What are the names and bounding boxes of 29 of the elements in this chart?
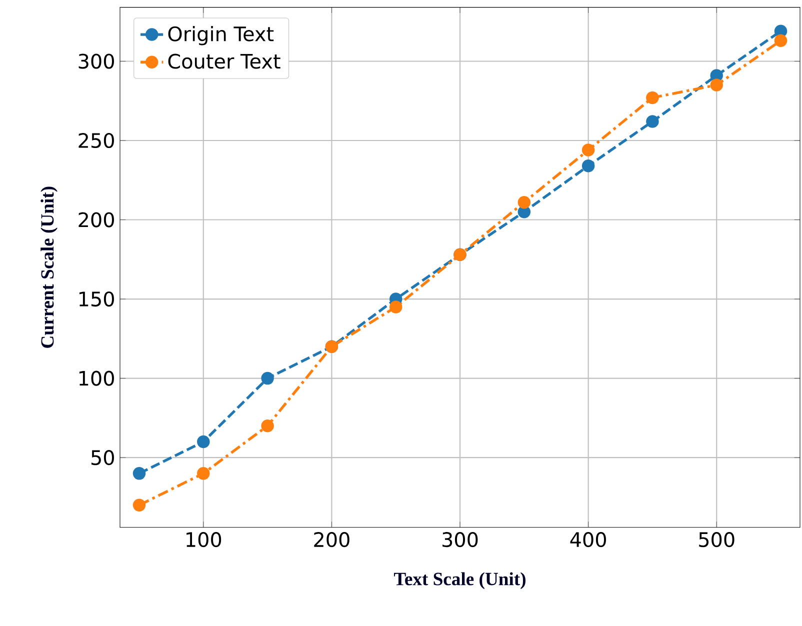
legend-label: Couter Text xyxy=(168,54,280,69)
x-tick-label: 500 xyxy=(699,532,734,548)
x-tick-label: 200 xyxy=(314,532,350,548)
y-tick-label: 200 xyxy=(78,212,114,228)
legend-label: Origin Text xyxy=(168,26,274,46)
x-tick-label: 400 xyxy=(570,532,606,548)
y-axis-title: Current Scale (Unit) xyxy=(40,186,58,348)
point xyxy=(646,91,659,104)
x-axis-title: Text Scale (Unit) xyxy=(394,572,526,590)
point xyxy=(197,435,210,448)
point xyxy=(774,34,788,47)
point xyxy=(132,498,146,512)
point xyxy=(518,196,531,209)
y-tick-label: 250 xyxy=(78,132,114,148)
y-tick-label: 100 xyxy=(79,370,114,386)
point xyxy=(132,467,146,480)
point xyxy=(710,78,723,92)
point xyxy=(389,300,402,314)
y-tick-label: 50 xyxy=(91,450,114,466)
point xyxy=(582,159,595,172)
point xyxy=(261,419,274,432)
y-tick-label: 300 xyxy=(78,54,114,69)
point xyxy=(197,467,210,480)
point xyxy=(646,115,659,128)
y-tick-label: 150 xyxy=(79,292,114,307)
point xyxy=(261,372,274,385)
point xyxy=(582,144,595,156)
x-tick-label: 300 xyxy=(442,532,478,548)
x-tick-label: 100 xyxy=(186,532,222,548)
